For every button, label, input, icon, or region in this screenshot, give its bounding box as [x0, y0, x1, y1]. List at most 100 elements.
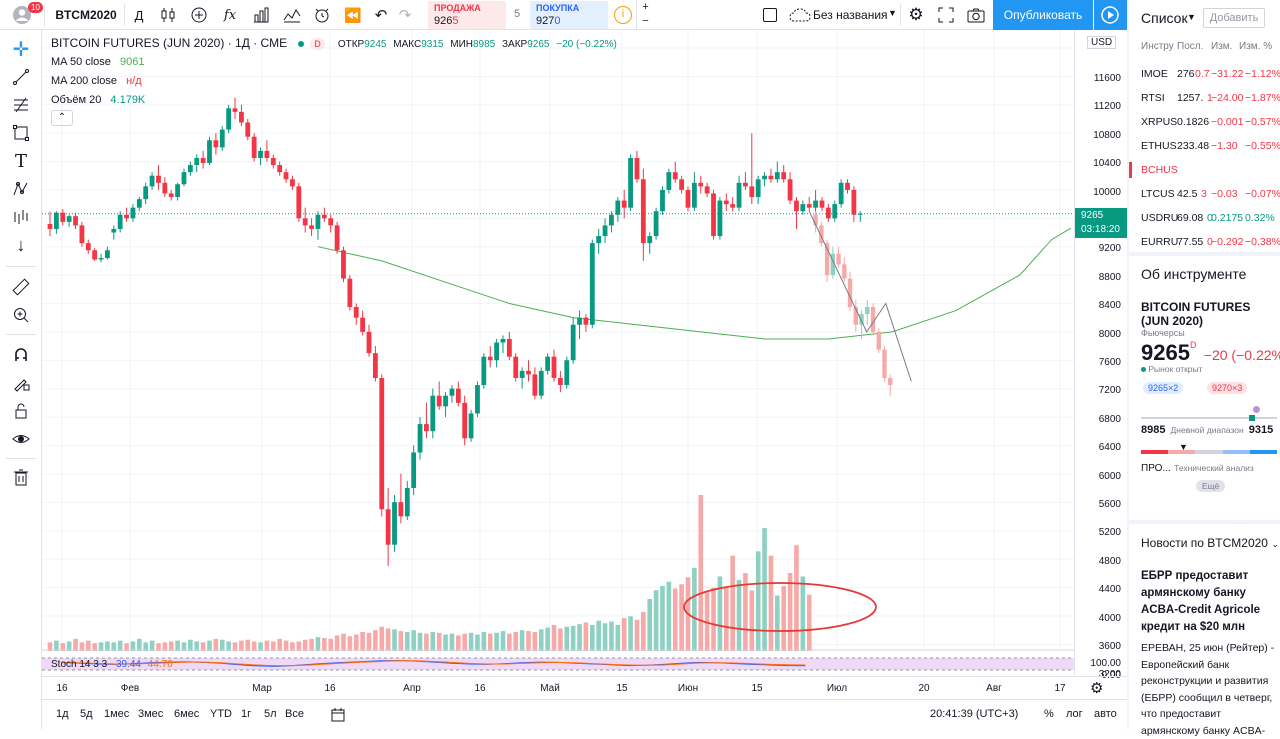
clock[interactable]: 20:41:39 (UTC+3) [930, 708, 1019, 720]
financials-icon[interactable] [249, 0, 273, 30]
layout-chevron-down-icon[interactable]: ▼ [888, 8, 897, 18]
candle-body [424, 424, 429, 432]
volume-bar [385, 628, 391, 651]
range-button[interactable]: 1д [56, 708, 69, 720]
watchlist-chevron-down-icon[interactable]: ▼ [1187, 12, 1196, 22]
lock-icon[interactable] [7, 398, 35, 424]
watchlist-row[interactable]: XRPUS 0.1826 −0.001 −0.57% [1129, 110, 1280, 134]
add-symbol-button[interactable]: Добавить [1203, 8, 1265, 28]
more-button[interactable]: Ещё [1196, 480, 1226, 492]
watchlist-row[interactable]: IMOE 276 0.7 −31.22 −1.12% [1129, 62, 1280, 86]
qty-stepper[interactable]: + − [636, 0, 654, 30]
price-axis[interactable]: USD 116001120010800104001000096009200880… [1074, 30, 1128, 681]
details-header[interactable]: Об инструменте [1141, 266, 1247, 282]
arrow-down-icon[interactable]: ↓ [16, 234, 26, 255]
range-button[interactable]: YTD [210, 708, 232, 720]
price-axis-label: 5600 [1098, 499, 1121, 510]
date-range-icon[interactable] [330, 707, 346, 726]
settings-gear-icon[interactable]: ⚙ [908, 5, 924, 24]
stoch-legend[interactable]: Stoch 14 3 3 39.44 44.70 [51, 659, 173, 670]
range-button[interactable]: 1г [241, 708, 252, 720]
eye-icon[interactable] [7, 426, 35, 452]
volume-bar [577, 624, 582, 651]
lock-drawing-icon[interactable] [7, 370, 35, 396]
watchlist-row[interactable]: USDRU 69.08 0 0.2175 0.32% [1129, 206, 1280, 230]
chart-title[interactable]: BITCOIN FUTURES (JUN 2020) · 1Д · CME [51, 36, 288, 50]
candle-body [813, 200, 818, 208]
candle-body [462, 402, 468, 439]
camera-icon[interactable] [964, 0, 988, 30]
pattern-icon[interactable] [7, 176, 35, 202]
replay-icon[interactable]: ⏪ [344, 6, 362, 23]
range-button[interactable]: 3мес [138, 708, 164, 720]
col-last[interactable]: Посл. [1177, 41, 1204, 52]
text-icon[interactable]: T [14, 150, 27, 172]
news-headline[interactable]: ЕБРР предоставит армянскому банку ACBA-C… [1141, 570, 1261, 633]
templates-icon[interactable] [280, 0, 304, 30]
news-body[interactable]: ЕРЕВАН, 25 июн (Рейтер) - Европейский ба… [1141, 642, 1275, 737]
watchlist-row[interactable]: EURRU 77.55 0 −0.292 −0.38% [1129, 230, 1280, 254]
sell-label: ПРОДАЖА [434, 3, 481, 13]
range-button[interactable]: 5д [80, 708, 93, 720]
candle-body [781, 172, 787, 180]
crosshair-icon[interactable]: ✛ [12, 38, 30, 61]
volume-bar [628, 616, 633, 651]
watchlist-title[interactable]: Список [1141, 10, 1188, 26]
watchlist-row[interactable]: BCHUS [1129, 158, 1280, 182]
price-axis-label: 9200 [1098, 243, 1121, 255]
price-axis-label: 6800 [1098, 413, 1121, 425]
alert-icon[interactable] [310, 0, 334, 30]
trash-icon[interactable] [7, 464, 35, 490]
ruler-icon[interactable] [7, 274, 35, 300]
play-icon[interactable] [1094, 0, 1127, 30]
log-toggle[interactable]: лог [1066, 708, 1083, 720]
shape-icon[interactable] [7, 120, 35, 146]
layout-name[interactable]: Без названия [813, 8, 888, 22]
redo-icon[interactable]: ↷ [398, 7, 412, 24]
fullscreen-icon[interactable] [934, 0, 958, 30]
range-button[interactable]: Все [285, 708, 304, 720]
zoom-icon[interactable] [7, 302, 35, 328]
ma50-legend[interactable]: MA 50 close 9061 [51, 56, 144, 68]
volume-bar [411, 630, 416, 651]
fib-icon[interactable] [7, 92, 35, 118]
chart-pane[interactable]: BITCOIN FUTURES (JUN 2020) · 1Д · CME D … [42, 30, 1074, 675]
percent-toggle[interactable]: % [1044, 708, 1054, 720]
collapse-legend-button[interactable]: ⌃ [51, 110, 73, 126]
range-button[interactable]: 1мес [104, 708, 130, 720]
buy-button[interactable]: ПОКУПКА 9270 [530, 1, 608, 29]
trendline-icon[interactable] [7, 64, 35, 90]
ma200-legend[interactable]: MA 200 close н/д [51, 75, 142, 87]
publish-button[interactable]: Опубликовать [993, 0, 1093, 30]
chart-canvas[interactable] [42, 30, 1074, 675]
symbol-search-button[interactable]: BTCM2020 [55, 8, 117, 22]
col-chgp[interactable]: Изм. % [1239, 41, 1273, 52]
watchlist-row[interactable]: RTSI 1257. 1 −24.00 −1.87% [1129, 86, 1280, 110]
col-chg[interactable]: Изм. [1211, 41, 1233, 52]
volume-legend[interactable]: Объём 20 4.179K [51, 94, 145, 106]
interval-button[interactable]: Д [134, 7, 144, 23]
cloud-icon[interactable] [789, 8, 811, 25]
fullscreen-checkbox-icon[interactable] [763, 8, 777, 22]
open-value: 9245 [364, 39, 387, 50]
currency-label[interactable]: USD [1087, 36, 1117, 49]
sell-button[interactable]: ПРОДАЖА 9265 [428, 1, 506, 29]
magnet-icon[interactable] [7, 342, 35, 368]
user-menu-icon[interactable]: 10 [4, 0, 43, 30]
candles-icon[interactable] [156, 0, 180, 30]
range-button[interactable]: 5л [264, 708, 277, 720]
undo-icon[interactable]: ↶ [374, 7, 388, 24]
range-button[interactable]: 6мес [174, 708, 200, 720]
news-header[interactable]: Новости по BTCM2020 ⌄ [1141, 536, 1279, 550]
col-symbol[interactable]: Инстру [1141, 41, 1174, 52]
projection-body [847, 278, 853, 308]
time-axis[interactable]: 16 Фев Мар 16 Апр 16 Май 15 Июн 15 Июл 20 Авг 17 ⚙ [42, 676, 1127, 698]
prediction-icon[interactable] [7, 204, 35, 230]
auto-toggle[interactable]: авто [1094, 708, 1117, 720]
compare-icon[interactable] [187, 0, 211, 30]
watchlist-row[interactable]: ETHUS 233.48 −1.30 −0.55% [1129, 134, 1280, 158]
axis-settings-gear-icon[interactable]: ⚙ [1090, 680, 1104, 697]
indicators-icon[interactable]: fx [223, 7, 237, 23]
info-icon[interactable]: i [614, 6, 632, 24]
watchlist-row[interactable]: LTCUS 42.5 3 −0.03 −0.07% [1129, 182, 1280, 206]
